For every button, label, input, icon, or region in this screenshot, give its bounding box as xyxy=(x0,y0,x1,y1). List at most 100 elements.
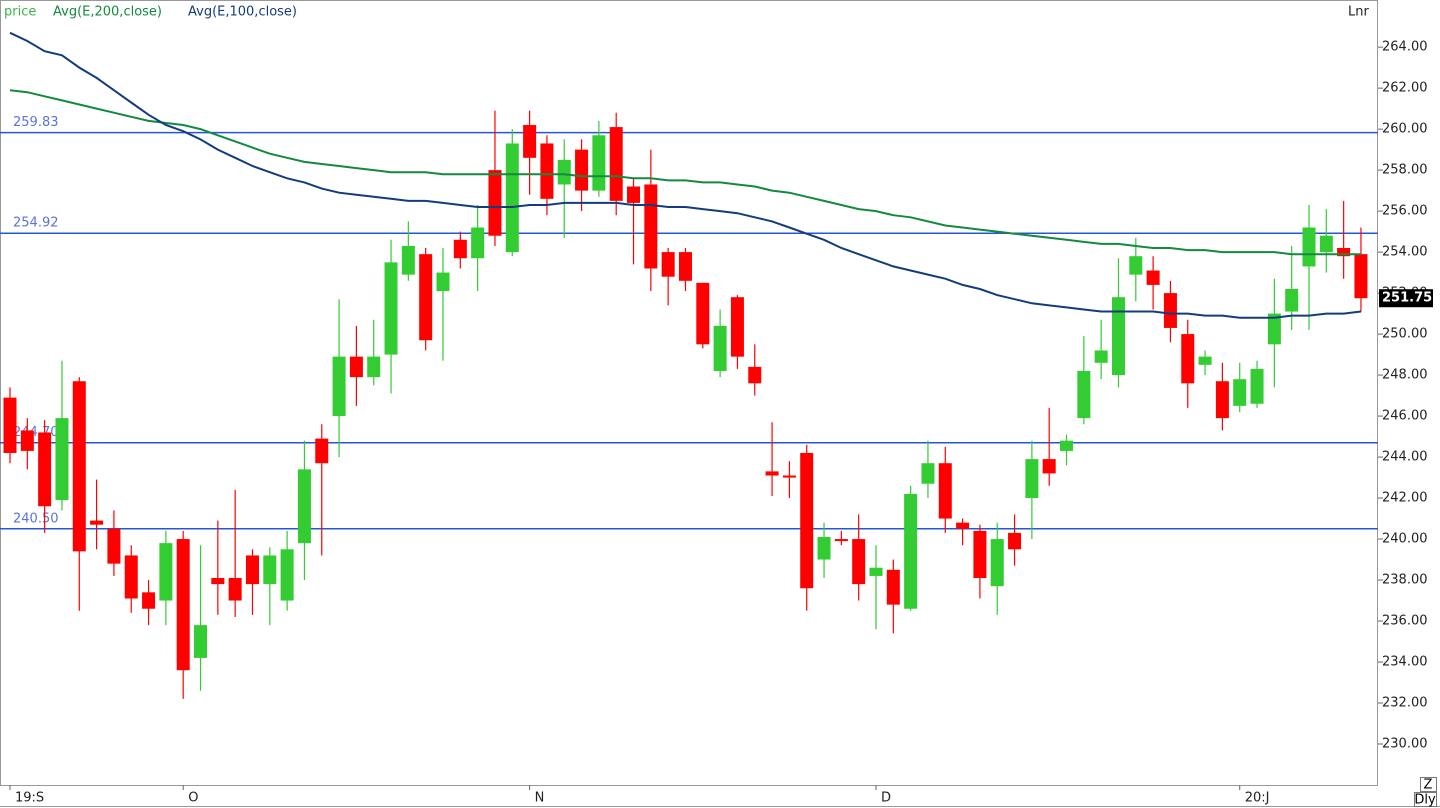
candle-body xyxy=(1319,235,1333,253)
candle-body xyxy=(280,549,294,601)
candle-body xyxy=(401,245,415,275)
candle-body xyxy=(609,127,623,201)
legend-entry: Avg(E,100,close) xyxy=(188,5,297,20)
candle-body xyxy=(1233,379,1247,406)
candle-body xyxy=(1077,370,1091,419)
last-price-box xyxy=(1379,289,1433,308)
candle-body xyxy=(107,528,121,564)
candle-body xyxy=(575,149,589,191)
candle-body xyxy=(1215,381,1229,419)
candle-body xyxy=(627,186,641,203)
candle-body xyxy=(938,463,952,519)
candle-body xyxy=(176,539,190,671)
y-tick-label: 234.00 xyxy=(1382,655,1428,670)
x-tick-label: D xyxy=(881,791,891,806)
y-tick-label: 264.00 xyxy=(1382,40,1428,55)
candle-body xyxy=(72,381,86,552)
x-tick-label: O xyxy=(188,791,198,806)
candle-body xyxy=(142,592,156,609)
candle-body xyxy=(1129,256,1143,275)
level-label: 259.83 xyxy=(13,115,59,130)
y-tick-label: 236.00 xyxy=(1382,614,1428,629)
candle-body xyxy=(349,356,363,378)
candle-body xyxy=(1163,293,1177,328)
y-tick-label: 230.00 xyxy=(1382,737,1428,752)
candle-body xyxy=(956,522,970,529)
level-label: 254.92 xyxy=(13,216,59,231)
candle-body xyxy=(782,475,796,478)
y-tick-label: 258.00 xyxy=(1382,163,1428,178)
y-tick-label: 254.00 xyxy=(1382,245,1428,260)
y-tick-label: 246.00 xyxy=(1382,409,1428,424)
candle-body xyxy=(1285,288,1299,312)
candle-body xyxy=(20,430,34,451)
candle-body xyxy=(1008,532,1022,550)
candle-body xyxy=(661,252,675,277)
candle-body xyxy=(886,569,900,605)
candle-body xyxy=(592,135,606,191)
candle-body xyxy=(1302,227,1316,267)
y-tick-label: 242.00 xyxy=(1382,491,1428,506)
candle-body xyxy=(1267,313,1281,345)
candle-body xyxy=(159,543,173,601)
candle-body xyxy=(730,297,744,357)
candle-body xyxy=(1042,459,1056,474)
candle-body xyxy=(800,452,814,589)
candle-body xyxy=(1111,297,1125,376)
candle-body xyxy=(904,493,918,609)
x-tick-label: 20:J xyxy=(1245,791,1270,806)
candle-body xyxy=(1146,270,1160,285)
zoom-button[interactable] xyxy=(1420,777,1437,792)
candle-body xyxy=(921,463,935,484)
candle-body xyxy=(1060,440,1074,451)
candle-body xyxy=(696,282,710,345)
candle-body xyxy=(315,438,329,464)
candle-body xyxy=(124,555,138,599)
y-tick-label: 240.00 xyxy=(1382,532,1428,547)
candle-body xyxy=(194,625,208,658)
last-price-label: 251.75 xyxy=(1382,291,1432,306)
x-tick-label: N xyxy=(535,791,545,806)
candle-body xyxy=(817,536,831,560)
candle-body xyxy=(488,170,502,236)
candle-body xyxy=(834,539,848,542)
candle-body xyxy=(644,184,658,269)
x-tick-label: 19:S xyxy=(15,791,44,806)
zoom-label[interactable]: Z xyxy=(1424,778,1433,793)
y-tick-label: 250.00 xyxy=(1382,327,1428,342)
candle-body xyxy=(55,418,69,501)
y-tick-label: 232.00 xyxy=(1382,696,1428,711)
candle-body xyxy=(367,356,381,378)
candle-body xyxy=(505,143,519,253)
candle-body xyxy=(540,143,554,199)
candle-body xyxy=(678,252,692,281)
candle-body xyxy=(1337,248,1351,257)
candle-body xyxy=(713,325,727,371)
candle-body xyxy=(973,530,987,578)
candle-body xyxy=(90,520,104,525)
candle-body xyxy=(297,469,311,544)
candle-body xyxy=(557,159,571,185)
candle-body xyxy=(211,577,225,585)
candle-body xyxy=(1354,254,1368,299)
level-label: 244.70 xyxy=(13,425,59,440)
y-tick-label: 248.00 xyxy=(1382,368,1428,383)
candle-body xyxy=(245,555,259,585)
candle-body xyxy=(384,262,398,355)
candle-body xyxy=(228,577,242,601)
period-label[interactable]: Dly xyxy=(1414,793,1436,808)
candle-body xyxy=(436,272,450,292)
level-label: 240.50 xyxy=(13,511,59,526)
candle-body xyxy=(523,125,537,158)
moving-average-line xyxy=(9,31,1362,319)
candle-body xyxy=(3,397,17,453)
period-button[interactable] xyxy=(1414,792,1437,807)
candle-body xyxy=(869,567,883,576)
candle-body xyxy=(1250,368,1264,404)
candle-body xyxy=(471,227,485,259)
legend-price: price xyxy=(4,5,36,20)
candle-body xyxy=(765,471,779,476)
